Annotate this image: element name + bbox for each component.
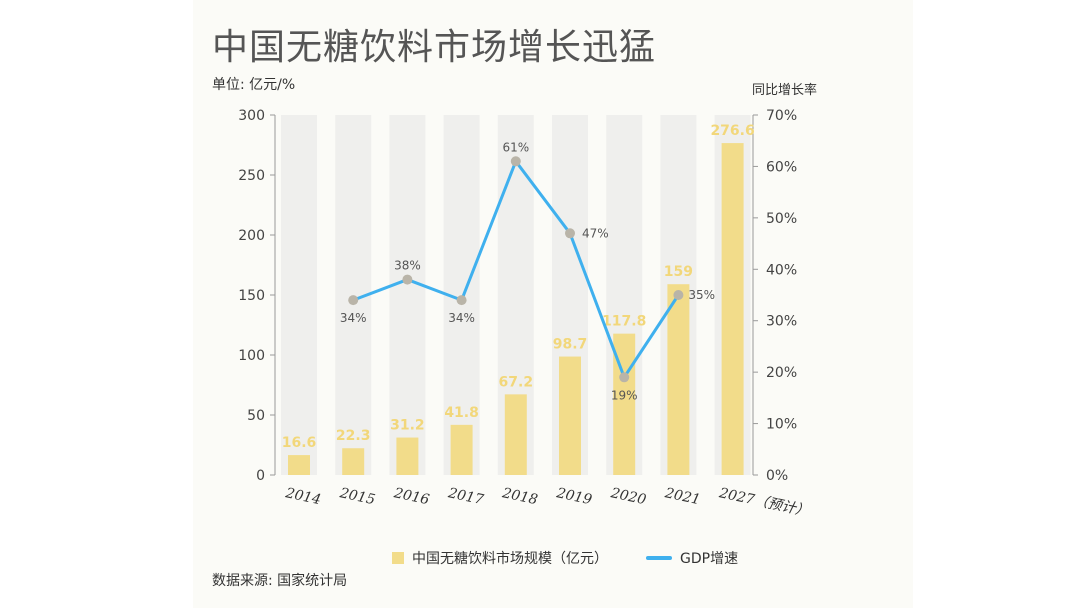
- line-point: [510, 156, 521, 167]
- left-axis-tick-label: 50: [247, 408, 265, 424]
- bar-value-label: 117.8: [602, 314, 646, 330]
- line-point: [565, 228, 575, 239]
- left-axis-tick-label: 300: [238, 108, 265, 124]
- x-axis-tick-label: 2021: [663, 485, 702, 508]
- legend-bar-swatch: [392, 552, 404, 564]
- line-value-labels: 34% 38% 34% 61% 47% 19% 35%: [340, 140, 715, 402]
- right-axis-tick-label: 50%: [766, 211, 797, 227]
- left-axis-tick-label: 250: [238, 168, 265, 184]
- bar-value-label: 98.7: [553, 337, 588, 353]
- right-axis-tick-label: 60%: [766, 159, 797, 175]
- x-axis-tick-label: 2027（预计）: [717, 485, 811, 520]
- bar: [504, 394, 527, 475]
- line-value-label: 19%: [611, 388, 638, 402]
- bar: [721, 143, 744, 475]
- line-value-label: 34%: [340, 311, 367, 325]
- line-value-label: 38%: [394, 259, 421, 273]
- line-value-label: 47%: [582, 226, 609, 240]
- line-point: [673, 290, 684, 300]
- x-axis-tick-label: 2015: [337, 485, 376, 508]
- bar: [667, 284, 690, 475]
- x-axis-ticks: 2014 2015 2016 2017 2018 2019 2020 2021 2027（预计）: [283, 485, 811, 520]
- bar-value-label: 22.3: [336, 428, 371, 444]
- x-axis-tick-label: 2018: [500, 485, 539, 508]
- chart-legend: 中国无糖饮料市场规模（亿元） GDP增速: [392, 548, 738, 568]
- x-axis-tick-label: 2019: [554, 485, 593, 508]
- line-value-label: 34%: [448, 311, 475, 325]
- right-axis-tick-label: 30%: [766, 314, 797, 330]
- x-axis-tick-label: 2020: [608, 485, 647, 508]
- line-point: [402, 274, 413, 285]
- right-axis-tick-label: 40%: [766, 262, 797, 278]
- x-axis-tick-label: 2017: [446, 485, 485, 508]
- left-axis-unit: 单位: 亿元/%: [212, 77, 296, 93]
- right-axis-tick-label: 20%: [766, 365, 797, 381]
- left-axis-tick-label: 100: [238, 348, 265, 364]
- bar: [288, 455, 310, 475]
- background-column: [389, 115, 426, 475]
- line-point: [348, 295, 359, 306]
- bar-value-label: 31.2: [390, 418, 425, 434]
- left-axis-tick-label: 200: [238, 228, 265, 244]
- data-source: 数据来源: 国家统计局: [212, 573, 348, 589]
- line-value-label: 61%: [502, 140, 529, 154]
- right-axis-tick-label: 10%: [766, 417, 797, 433]
- legend-line-swatch: [646, 556, 672, 560]
- x-axis-tick-label: 2016: [392, 485, 431, 508]
- bar: [559, 356, 581, 475]
- background-column: [281, 115, 317, 475]
- bar-value-label: 16.6: [282, 435, 317, 451]
- background-columns: [281, 115, 751, 475]
- bar-value-label: 67.2: [499, 374, 534, 390]
- bar: [342, 448, 365, 475]
- chart-title: 中国无糖饮料市场增长迅猛: [212, 27, 657, 68]
- legend-item-bar: 中国无糖饮料市场规模（亿元）: [392, 548, 608, 568]
- left-axis: 0 50 100 150 200 250 300: [238, 108, 276, 484]
- bar-value-labels: 16.6 22.3 31.2 41.8 67.2 98.7 117.8 159 276.6: [282, 123, 755, 451]
- right-axis-tick-label: 0%: [766, 468, 788, 484]
- x-axis-tick-label: 2014: [283, 485, 322, 508]
- legend-line-label: GDP增速: [680, 551, 739, 567]
- right-axis-title: 同比增长率: [752, 83, 818, 98]
- legend-item-line: GDP增速: [646, 548, 738, 568]
- legend-bar-label: 中国无糖饮料市场规模（亿元）: [412, 551, 608, 567]
- left-axis-tick-label: 150: [238, 288, 265, 304]
- bar-value-label: 159: [664, 264, 693, 280]
- right-axis-tick-label: 70%: [766, 108, 797, 124]
- right-axis: 0% 10% 20% 30% 40% 50% 60% 70%: [752, 108, 797, 484]
- left-axis-tick-label: 0: [256, 468, 265, 484]
- line-points: [348, 156, 684, 383]
- line-value-label: 35%: [688, 288, 715, 302]
- bar-value-label: 41.8: [444, 405, 479, 421]
- line-point: [456, 295, 467, 306]
- bar: [396, 437, 419, 475]
- bar-value-label: 276.6: [710, 123, 754, 139]
- line-point: [619, 372, 630, 383]
- bar: [450, 424, 473, 475]
